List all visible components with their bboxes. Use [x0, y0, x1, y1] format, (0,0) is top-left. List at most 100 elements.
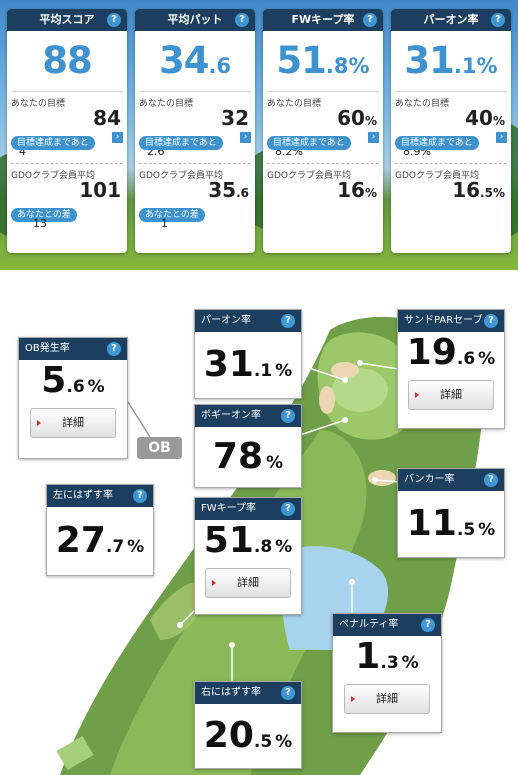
- stat-title-text: サンドPARセーブ: [404, 315, 483, 326]
- stat-title-text: 左にはずす率: [53, 490, 113, 501]
- goal-value-unit: %: [492, 114, 505, 128]
- goal-value-int: 60: [337, 106, 365, 130]
- stat-title: 右にはずす率?: [195, 682, 301, 704]
- stat-title-text: バンカー率: [404, 474, 455, 485]
- stat-value: 5.6%: [19, 360, 127, 408]
- stat-title: パーオン率?: [195, 310, 301, 332]
- diff-pill: あなたとの差: [139, 208, 205, 222]
- stat-title: 左にはずす率?: [47, 485, 153, 507]
- goal-value-unit: %: [364, 114, 377, 128]
- help-icon[interactable]: ?: [281, 314, 295, 328]
- avg-value: 16.5%: [391, 178, 511, 202]
- goal-label: あなたの目標: [11, 99, 66, 109]
- diff-value: 1: [161, 217, 168, 230]
- main-value-int: 34: [158, 39, 209, 82]
- detail-button[interactable]: 詳細: [30, 408, 116, 438]
- diff-pill: あなたとの差: [11, 208, 77, 222]
- detail-button[interactable]: 詳細: [205, 568, 291, 598]
- stat-title: FWキープ率?: [195, 498, 301, 520]
- avg-value: 101: [7, 178, 127, 202]
- main-value-int: 51: [276, 39, 326, 82]
- main-value-int: 31: [404, 39, 454, 82]
- arrow-right-icon[interactable]: ›: [368, 132, 379, 143]
- stat-title-text: ペナルティ率: [339, 619, 399, 630]
- help-icon[interactable]: ?: [363, 13, 377, 27]
- stat-value-int: 19: [406, 332, 457, 373]
- arrow-right-icon[interactable]: ›: [240, 132, 251, 143]
- stat-value-unit: %: [127, 537, 145, 557]
- arrow-right-icon[interactable]: ›: [496, 132, 507, 143]
- detail-button[interactable]: 詳細: [344, 684, 430, 714]
- stat-title-text: ボギーオン率: [201, 410, 261, 421]
- stat-value: 78%: [195, 427, 301, 493]
- stat-value-int: 27: [55, 520, 106, 561]
- stat-value: 31.1%: [195, 332, 301, 404]
- detail-button-label: 詳細: [62, 416, 84, 429]
- stat-box: ボギーオン率? 78%: [194, 404, 302, 488]
- stat-value-int: 78: [212, 436, 264, 477]
- remain-pill: 目標達成まであと: [139, 136, 223, 150]
- detail-button-label: 詳細: [237, 576, 259, 589]
- remain-pill: 目標達成まであと: [395, 136, 479, 150]
- main-value: 88: [7, 31, 127, 91]
- help-icon[interactable]: ?: [133, 489, 147, 503]
- stat-title-text: FWキープ率: [201, 503, 257, 514]
- stat-value-int: 51: [203, 520, 254, 561]
- goal-value: 84: [7, 106, 127, 130]
- stat-box: サンドPARセーブ? 19.6% 詳細: [397, 309, 505, 429]
- help-icon[interactable]: ?: [281, 502, 295, 516]
- main-value: 34.6: [135, 31, 255, 91]
- stat-box: ペナルティ率? 1.3% 詳細: [332, 613, 442, 733]
- help-icon[interactable]: ?: [421, 618, 435, 632]
- help-icon[interactable]: ?: [107, 342, 121, 356]
- stat-value: 1.3%: [333, 636, 441, 684]
- help-icon[interactable]: ?: [491, 13, 505, 27]
- main-value: 31.1%: [391, 31, 511, 91]
- summary-card: パーオン率? 31.1% あなたの目標 40% 目標達成まであと › 8.9% G…: [391, 9, 511, 253]
- help-icon[interactable]: ?: [281, 686, 295, 700]
- main-value-dec: .1: [453, 54, 477, 78]
- goal-label: あなたの目標: [139, 99, 194, 109]
- help-icon[interactable]: ?: [107, 13, 121, 27]
- card-title-text: 平均パット: [167, 13, 223, 26]
- goal-value: 32: [135, 106, 255, 130]
- stat-value-int: 31: [203, 344, 254, 385]
- card-title: FWキープ率?: [263, 9, 383, 31]
- stat-title-text: パーオン率: [201, 315, 251, 326]
- avg-label: GDOクラブ会員平均: [267, 171, 351, 181]
- stat-value-dec: .3: [380, 653, 399, 673]
- avg-label: GDOクラブ会員平均: [139, 171, 223, 181]
- stat-value: 51.8%: [195, 520, 301, 568]
- triangle-right-icon: [415, 392, 419, 398]
- stat-title: ボギーオン率?: [195, 405, 301, 427]
- stat-box: パーオン率? 31.1%: [194, 309, 302, 399]
- goal-value: 40%: [391, 106, 511, 130]
- help-icon[interactable]: ?: [484, 314, 498, 328]
- remain-value: 4: [19, 145, 26, 158]
- stat-value: 11.5%: [398, 491, 504, 563]
- card-title-text: FWキープ率: [291, 13, 355, 26]
- stat-value-dec: .6: [456, 349, 476, 369]
- stat-title: ペナルティ率?: [333, 614, 441, 636]
- help-icon[interactable]: ?: [281, 409, 295, 423]
- stat-value-unit: %: [275, 361, 293, 381]
- arrow-right-icon[interactable]: ›: [112, 132, 123, 143]
- avg-value-int: 35: [208, 178, 237, 202]
- course-map: OB OB発生率? 5.6% 詳細 パーオン率? 31.1% サンドPARセーブ?…: [0, 290, 518, 775]
- help-icon[interactable]: ?: [484, 473, 498, 487]
- stat-box: 左にはずす率? 27.7%: [46, 484, 154, 576]
- main-value: 51.8%: [263, 31, 383, 91]
- stat-value-dec: .5: [253, 732, 273, 752]
- stat-value-int: 5: [41, 360, 67, 401]
- avg-value: 16%: [263, 178, 383, 202]
- avg-value-int: 16: [452, 178, 481, 202]
- card-title: 平均スコア?: [7, 9, 127, 31]
- stat-value-unit: %: [275, 732, 293, 752]
- help-icon[interactable]: ?: [235, 13, 249, 27]
- detail-button[interactable]: 詳細: [408, 380, 494, 410]
- stat-value-dec: .1: [253, 361, 273, 381]
- detail-button-label: 詳細: [376, 692, 398, 705]
- stat-value-int: 11: [406, 503, 457, 544]
- remain-pill: 目標達成まであと: [267, 136, 351, 150]
- stat-box: バンカー率? 11.5%: [397, 468, 505, 558]
